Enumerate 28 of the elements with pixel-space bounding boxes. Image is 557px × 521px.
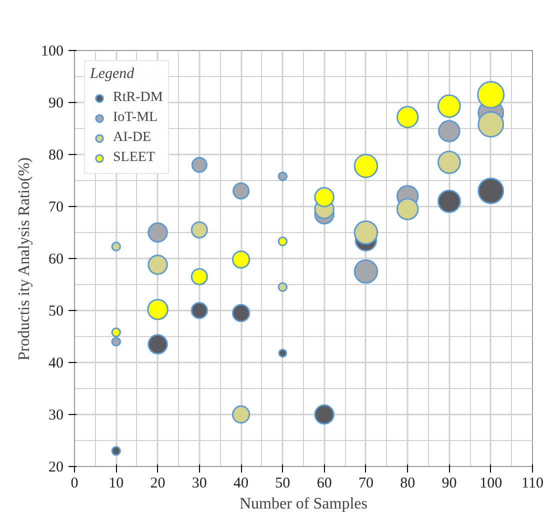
x-tick-label: 100 [480,476,502,492]
y-tick-label: 90 [48,96,64,112]
x-tick-label: 90 [442,476,457,492]
y-tick-label: 80 [48,148,64,164]
y-tick-label: 70 [48,200,64,216]
x-tick-label: 40 [234,476,249,492]
x-tick-label: 110 [522,476,544,492]
x-tick-label: 60 [316,476,332,492]
x-axis-title: Number of Samples [240,496,368,512]
legend-label: AI-DE [113,129,152,147]
x-tick-label: 50 [275,476,290,492]
x-tick-label: 70 [358,476,374,492]
x-tick-label: 30 [192,476,207,492]
y-tick-label: 30 [48,408,64,424]
x-tick-label: 20 [150,476,166,492]
legend-label: RtR-DM [113,89,163,107]
y-tick-label: 60 [48,252,64,268]
x-tick-label: 80 [400,476,416,492]
y-tick-label: 20 [48,460,64,476]
y-tick-label: 100 [41,44,64,60]
legend-label: SLEET [113,149,155,167]
x-tick-label: 10 [108,476,124,492]
y-tick-label: 40 [48,356,64,372]
y-tick-label: 50 [48,304,64,320]
y-axis-title: Productis ity Analysis Ratio(%) [16,157,33,360]
legend-title: Legend [90,66,136,83]
legend-label: IoT-ML [113,109,158,127]
x-tick-label: 0 [70,476,78,492]
